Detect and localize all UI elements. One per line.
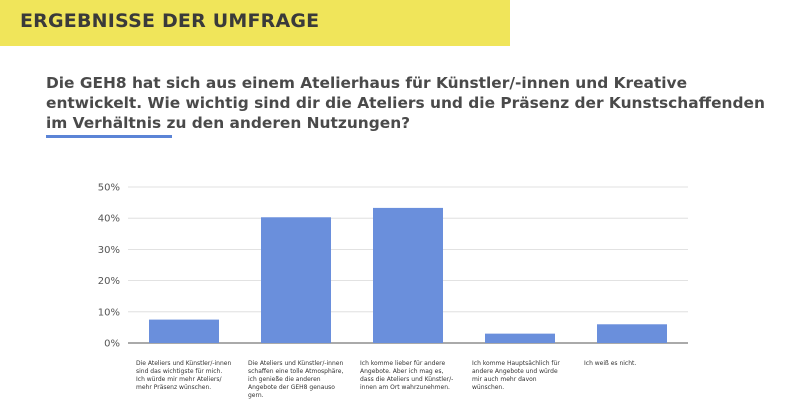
- y-axis-ticks: 0% 10% 20% 30% 40% 50%: [98, 183, 120, 350]
- question-underline: [46, 135, 172, 138]
- bar: [373, 207, 443, 343]
- x-category-label: Ich komme lieber für andere Angebote. Ab…: [360, 360, 454, 391]
- x-category-label: Ich komme Hauptsächlich für andere Angeb…: [472, 360, 560, 391]
- chart-bars: [149, 207, 667, 343]
- x-category-label: Ich weiß es nicht.: [584, 360, 637, 367]
- y-tick-label: 10%: [98, 307, 120, 318]
- survey-question: Die GEH8 hat sich aus einem Atelierhaus …: [46, 74, 765, 132]
- bar: [597, 324, 667, 343]
- bar: [149, 319, 219, 343]
- header-band: [0, 0, 510, 46]
- x-category-label: Die Ateliers und Künstler/-innen sind da…: [136, 360, 232, 391]
- page-title: ERGEBNISSE DER UMFRAGE: [20, 10, 320, 32]
- y-tick-label: 20%: [98, 276, 120, 287]
- bar: [261, 217, 331, 343]
- y-tick-label: 30%: [98, 245, 120, 256]
- y-tick-label: 0%: [104, 339, 120, 350]
- y-tick-label: 50%: [98, 183, 120, 194]
- y-tick-label: 40%: [98, 214, 120, 225]
- bar: [485, 333, 555, 343]
- x-category-label: Die Ateliers und Künstler/-innen schaffe…: [248, 360, 344, 399]
